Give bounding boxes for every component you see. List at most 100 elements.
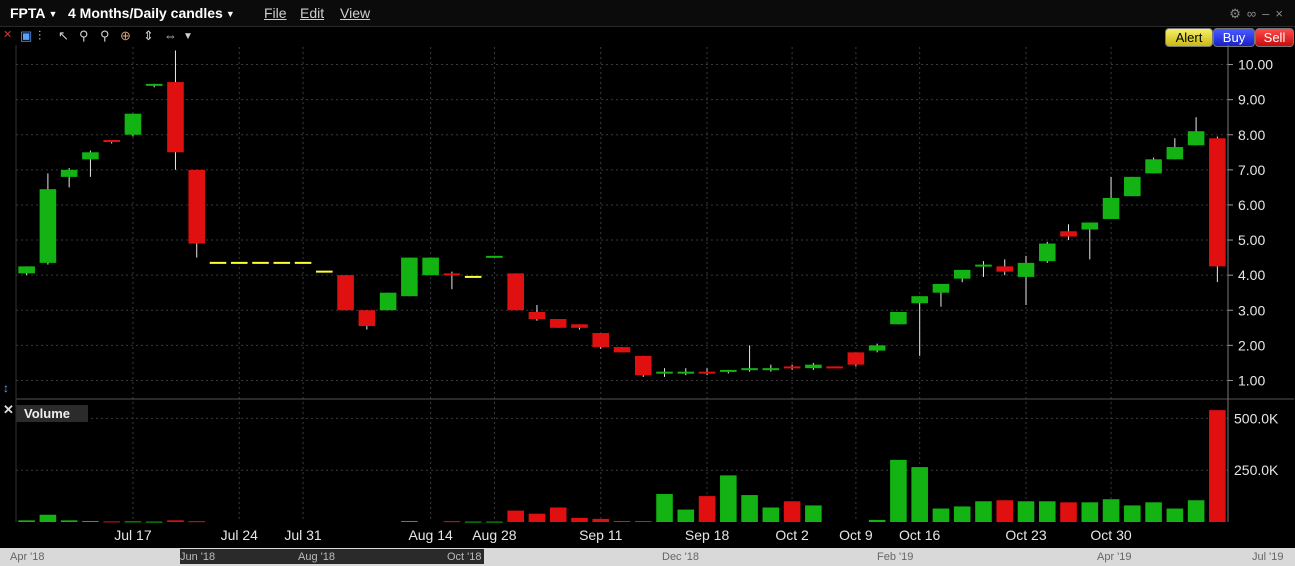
menu-file[interactable]: File: [264, 5, 287, 21]
candle: [1145, 159, 1162, 174]
time-tick-label: Oct 2: [775, 527, 809, 543]
candle: [762, 368, 780, 371]
scroll-date-label: Jun '18: [180, 551, 216, 563]
candle: [39, 189, 57, 263]
candle: [167, 82, 184, 153]
candle: [656, 371, 673, 374]
volume-bar: [486, 521, 503, 523]
volume-bar: [1102, 499, 1120, 522]
candle: [1102, 197, 1120, 219]
menu-view[interactable]: View: [340, 5, 371, 21]
time-tick-label: Sep 11: [579, 527, 623, 543]
time-tick-label: Aug 28: [472, 527, 517, 543]
candle: [188, 169, 206, 244]
scroll-date-label: Feb '19: [877, 551, 914, 563]
sell-button[interactable]: Sell: [1255, 28, 1294, 47]
minimize-icon[interactable]: –: [1262, 6, 1276, 21]
price-tick-label: 1.00: [1238, 372, 1265, 388]
candle: [379, 292, 397, 311]
close-icon[interactable]: ×: [1275, 6, 1289, 21]
zoom-out-icon[interactable]: ⚲: [100, 28, 110, 43]
scroll-date-label: Apr '19: [1097, 551, 1132, 563]
zoom-in-icon[interactable]: ⚲: [79, 28, 89, 43]
menu-edit[interactable]: Edit: [300, 5, 325, 21]
candle: [1209, 138, 1226, 267]
close-x-icon[interactable]: ✕: [3, 29, 13, 41]
chart-grid: [16, 47, 1228, 522]
symbol-selector[interactable]: FPTA ▼: [10, 5, 57, 21]
volume-panel-label: Volume: [16, 405, 88, 422]
candle: [145, 83, 163, 86]
candle: [316, 270, 333, 273]
time-tick-label: Oct 9: [839, 527, 873, 543]
candle: [358, 310, 376, 327]
candle: [613, 347, 631, 353]
candle: [528, 312, 546, 320]
volume-bar: [1124, 505, 1141, 522]
fit-vertical-icon[interactable]: ⇕: [143, 28, 154, 43]
candle: [677, 371, 695, 374]
candle: [1187, 131, 1205, 146]
candle: [464, 275, 482, 278]
candle: [443, 273, 461, 276]
time-scrollbar[interactable]: Apr '18 Jun '18 Aug '18 Oct '18 Dec '18 …: [0, 548, 1295, 566]
volume-bar: [677, 509, 695, 522]
bar-type-icon[interactable]: ⫶: [38, 28, 42, 43]
candle: [868, 345, 886, 351]
volume-tick-label: 250.0K: [1234, 462, 1279, 478]
scrollbar-thumb[interactable]: [180, 549, 484, 564]
volume-bars: [18, 410, 1226, 523]
candle: [294, 261, 312, 264]
candle: [82, 152, 99, 160]
alert-button[interactable]: Alert: [1165, 28, 1213, 47]
buy-button[interactable]: Buy: [1213, 28, 1255, 47]
fit-horizontal-icon[interactable]: ⇔: [164, 28, 177, 43]
period-selector[interactable]: 4 Months/Daily candles ▼: [68, 5, 235, 21]
candle: [783, 366, 801, 369]
candle: [1038, 243, 1056, 262]
cursor-icon[interactable]: ↖: [58, 28, 69, 43]
volume-bar: [613, 520, 631, 522]
toolbar-more-icon[interactable]: ▼: [183, 31, 193, 42]
candle: [103, 140, 120, 143]
scale-icon[interactable]: ↕: [3, 381, 9, 395]
volume-bar: [528, 513, 546, 522]
volume-bar: [464, 521, 482, 523]
link-icon[interactable]: ∞: [1246, 6, 1263, 21]
candle: [847, 352, 865, 365]
candle: [698, 371, 716, 374]
crosshair-icon[interactable]: ⊕: [120, 28, 131, 43]
volume-bar: [167, 520, 184, 522]
volume-bar: [656, 494, 673, 522]
price-tick-label: 3.00: [1238, 302, 1265, 318]
info-icon[interactable]: ▣: [20, 28, 33, 43]
close-panel-icon[interactable]: ✕: [3, 402, 14, 417]
dropdown-caret-icon: ▼: [225, 9, 235, 19]
time-tick-label: Jul 24: [221, 527, 259, 543]
candle: [230, 261, 248, 264]
candle: [592, 333, 610, 348]
candle: [996, 266, 1014, 272]
settings-gear-icon[interactable]: ⚙: [1229, 6, 1247, 21]
time-tick-label: Jul 31: [284, 527, 322, 543]
candle: [1060, 231, 1077, 237]
volume-bar: [571, 517, 588, 522]
candle: [507, 273, 524, 311]
price-tick-label: 7.00: [1238, 162, 1265, 178]
volume-bar: [890, 459, 907, 522]
price-tick-label: 9.00: [1238, 92, 1265, 108]
candle: [422, 257, 439, 276]
scroll-date-label: Aug '18: [298, 551, 335, 563]
price-chart[interactable]: 1.00 2.00 3.00 4.00 5.00 6.00 7.00 8.00 9.00 10.0…: [0, 26, 1295, 548]
price-tick-label: 8.00: [1238, 127, 1265, 143]
volume-bar: [401, 520, 418, 522]
volume-bar: [868, 519, 886, 522]
candle: [1124, 176, 1141, 197]
volume-bar: [82, 520, 99, 522]
candle: [401, 257, 418, 297]
volume-tick-label: 500.0K: [1234, 410, 1279, 426]
candle: [549, 319, 567, 328]
dropdown-caret-icon: ▼: [48, 9, 58, 19]
window-title-bar: FPTA ▼ 4 Months/Daily candles ▼ File Edit …: [0, 0, 1295, 27]
volume-bar: [39, 514, 57, 522]
